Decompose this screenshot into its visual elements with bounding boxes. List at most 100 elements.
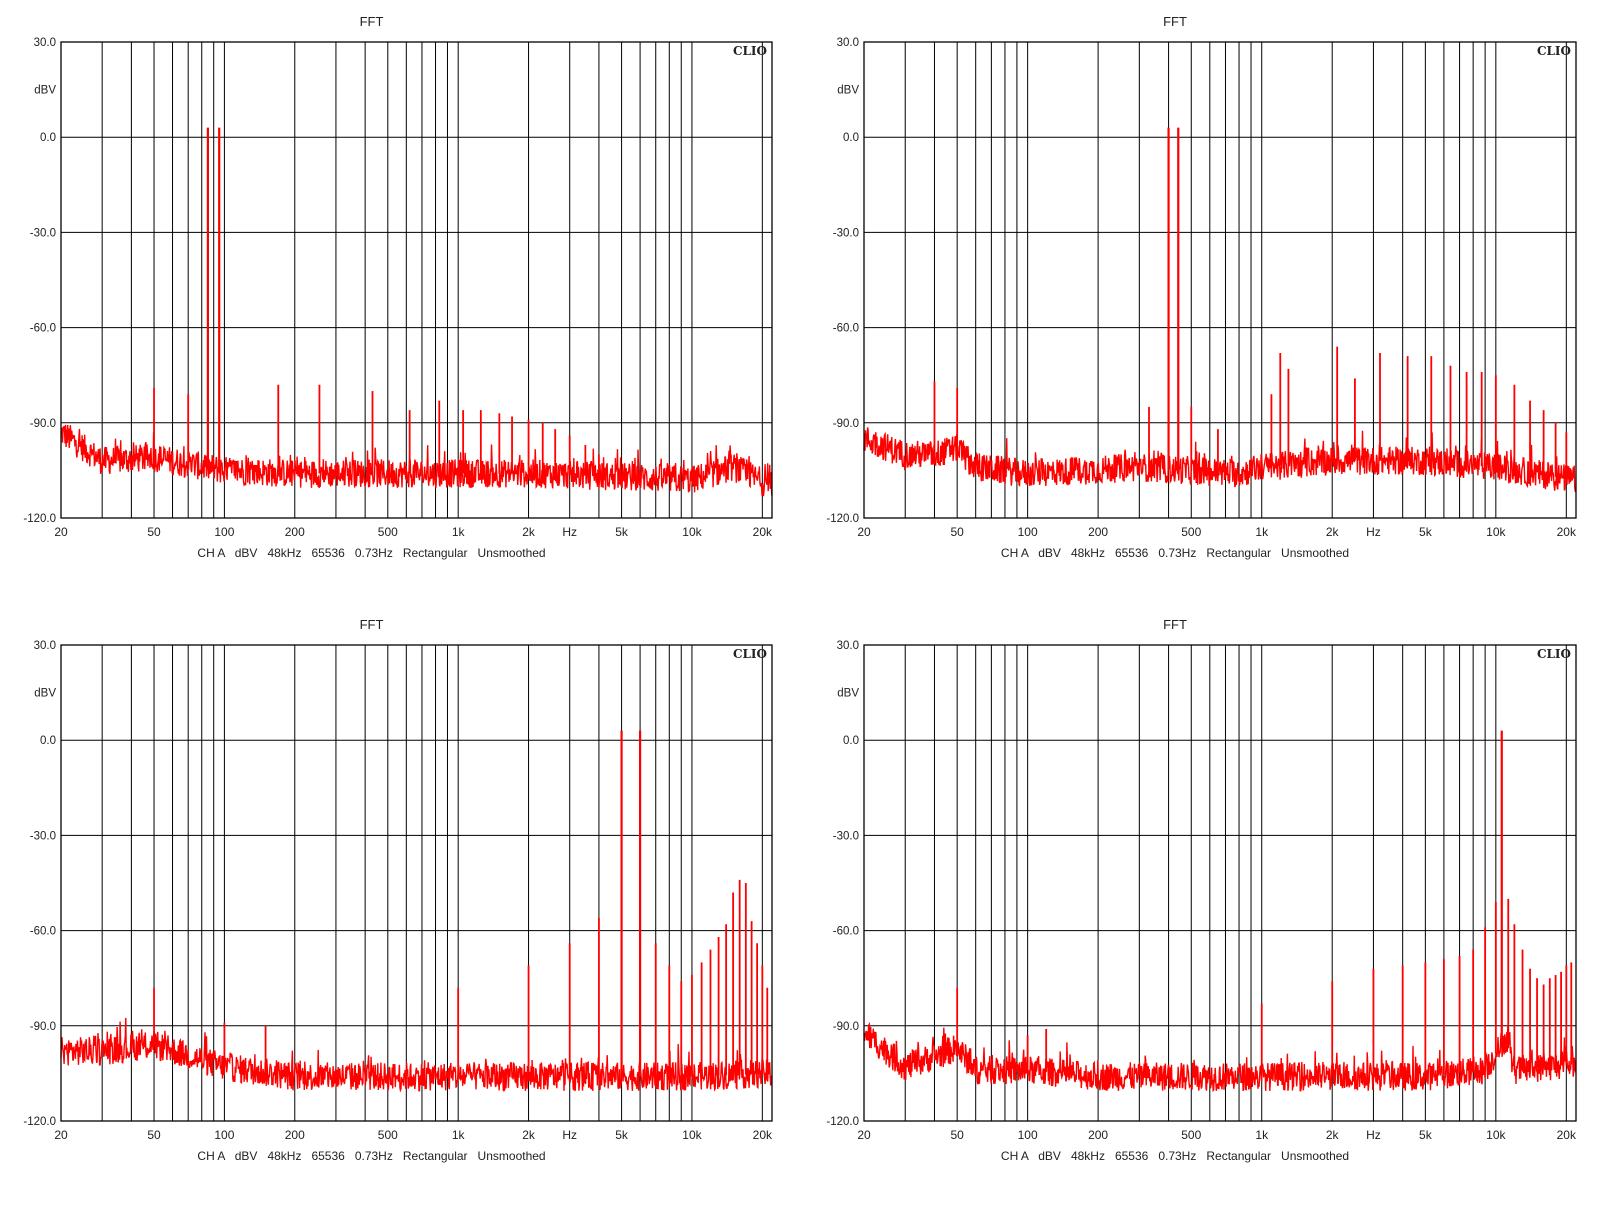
- plot-frame: [863, 41, 1577, 519]
- chart-title: FFT: [1163, 617, 1187, 632]
- chart-title: FFT: [1163, 14, 1187, 29]
- x-tick-label: Hz: [562, 525, 577, 539]
- grid: [864, 42, 1576, 518]
- y-tick-label: -90.0: [833, 418, 859, 430]
- noise-floor-trace: [60, 1017, 773, 1093]
- x-tick-label: 500: [378, 525, 398, 539]
- x-tick-label: 100: [214, 525, 234, 539]
- plot-frame: [60, 644, 773, 1122]
- y-tick-label: -60.0: [833, 323, 859, 335]
- x-tick-label: 20: [54, 1128, 68, 1142]
- x-tick-label: 100: [1018, 525, 1038, 539]
- x-tick-label: 20k: [1557, 525, 1577, 539]
- brand-logo-text: CLIO: [1537, 647, 1571, 661]
- y-tick-label: -60.0: [30, 926, 56, 938]
- x-tick-label: Hz: [1366, 525, 1381, 539]
- x-tick-label: 500: [1181, 1128, 1201, 1142]
- y-tick-label: -120.0: [23, 513, 56, 525]
- y-tick-label: 0.0: [40, 132, 56, 144]
- y-tick-label: dBV: [34, 688, 56, 700]
- y-tick-label: dBV: [837, 688, 859, 700]
- x-tick-label: 50: [950, 525, 964, 539]
- y-tick-label: -30.0: [833, 830, 859, 842]
- x-tick-label: 20: [857, 525, 871, 539]
- y-tick-label: 0.0: [843, 735, 859, 747]
- x-tick-label: 50: [950, 1128, 964, 1142]
- y-tick-label: -30.0: [30, 227, 56, 239]
- fft-chart-2: FFTCLIO30.0dBV0.0-30.0-60.0-90.0-120.020…: [826, 14, 1577, 560]
- x-tick-label: 1k: [452, 525, 466, 539]
- noise-floor-trace: [863, 427, 1577, 493]
- measurement-footer: CH A dBV 48kHz 65536 0.73Hz Rectangular …: [1001, 546, 1349, 560]
- y-tick-label: -90.0: [30, 418, 56, 430]
- measurement-footer: CH A dBV 48kHz 65536 0.73Hz Rectangular …: [197, 1149, 545, 1163]
- y-tick-label: 30.0: [34, 640, 56, 652]
- x-tick-label: Hz: [1366, 1128, 1381, 1142]
- brand-logo-text: CLIO: [1537, 44, 1571, 58]
- x-tick-label: 20: [857, 1128, 871, 1142]
- fft-chart-1: FFTCLIO30.0dBV0.0-30.0-60.0-90.0-120.020…: [23, 14, 773, 560]
- y-tick-label: -60.0: [833, 926, 859, 938]
- y-tick-label: 0.0: [843, 132, 859, 144]
- y-tick-label: dBV: [837, 85, 859, 97]
- measurement-footer: CH A dBV 48kHz 65536 0.73Hz Rectangular …: [1001, 1149, 1349, 1163]
- x-tick-label: 200: [285, 1128, 305, 1142]
- x-tick-label: 2k: [1326, 1128, 1340, 1142]
- noise-floor-trace: [863, 1021, 1577, 1093]
- brand-logo-text: CLIO: [733, 44, 767, 58]
- x-tick-label: 1k: [1255, 525, 1269, 539]
- x-tick-label: 50: [147, 525, 161, 539]
- fft-chart-3: FFTCLIO30.0dBV0.0-30.0-60.0-90.0-120.020…: [23, 617, 773, 1163]
- x-tick-label: 100: [214, 1128, 234, 1142]
- x-tick-label: 100: [1018, 1128, 1038, 1142]
- chart-title: FFT: [360, 14, 384, 29]
- y-tick-label: -30.0: [30, 830, 56, 842]
- y-tick-label: -30.0: [833, 227, 859, 239]
- x-tick-label: 10k: [1486, 525, 1506, 539]
- x-tick-label: 20: [54, 525, 68, 539]
- x-tick-label: 5k: [1419, 1128, 1433, 1142]
- y-tick-label: -90.0: [833, 1021, 859, 1033]
- x-tick-label: 50: [147, 1128, 161, 1142]
- grid: [61, 645, 772, 1121]
- y-tick-label: dBV: [34, 85, 56, 97]
- plot-frame: [60, 41, 773, 519]
- y-tick-label: -120.0: [826, 1116, 859, 1128]
- x-tick-label: 200: [1088, 525, 1108, 539]
- y-tick-label: -90.0: [30, 1021, 56, 1033]
- measurement-footer: CH A dBV 48kHz 65536 0.73Hz Rectangular …: [197, 546, 545, 560]
- x-tick-label: Hz: [562, 1128, 577, 1142]
- x-tick-label: 5k: [1419, 525, 1433, 539]
- y-tick-label: -60.0: [30, 323, 56, 335]
- x-tick-label: 5k: [615, 525, 629, 539]
- x-tick-label: 500: [378, 1128, 398, 1142]
- x-tick-label: 1k: [452, 1128, 466, 1142]
- x-tick-label: 10k: [1486, 1128, 1506, 1142]
- x-tick-label: 2k: [1326, 525, 1340, 539]
- x-tick-label: 5k: [615, 1128, 629, 1142]
- grid: [61, 42, 772, 518]
- brand-logo-text: CLIO: [733, 647, 767, 661]
- x-tick-label: 200: [1088, 1128, 1108, 1142]
- chart-title: FFT: [360, 617, 384, 632]
- x-tick-label: 2k: [522, 525, 536, 539]
- y-tick-label: 30.0: [34, 37, 56, 49]
- x-tick-label: 10k: [682, 525, 702, 539]
- fft-chart-4: FFTCLIO30.0dBV0.0-30.0-60.0-90.0-120.020…: [826, 617, 1577, 1163]
- x-tick-label: 1k: [1255, 1128, 1269, 1142]
- noise-floor-trace: [60, 424, 773, 497]
- y-tick-label: 30.0: [837, 640, 859, 652]
- y-tick-label: -120.0: [826, 513, 859, 525]
- x-tick-label: 2k: [522, 1128, 536, 1142]
- plot-frame: [863, 644, 1577, 1122]
- y-tick-label: -120.0: [23, 1116, 56, 1128]
- y-tick-label: 30.0: [837, 37, 859, 49]
- x-tick-label: 200: [285, 525, 305, 539]
- x-tick-label: 20k: [1557, 1128, 1577, 1142]
- y-tick-label: 0.0: [40, 735, 56, 747]
- x-tick-label: 500: [1181, 525, 1201, 539]
- x-tick-label: 20k: [753, 1128, 773, 1142]
- x-tick-label: 20k: [753, 525, 773, 539]
